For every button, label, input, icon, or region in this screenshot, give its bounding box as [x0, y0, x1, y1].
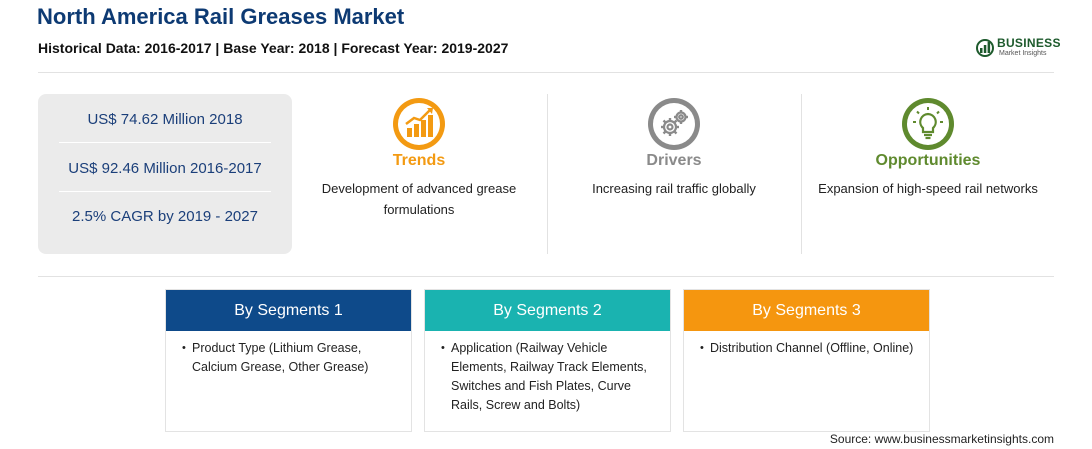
feature-opportunities: Opportunities Expansion of high-speed ra… [808, 96, 1048, 199]
gears-icon [646, 96, 702, 152]
stat-divider [59, 142, 271, 143]
segment-card-3: By Segments 3 Distribution Channel (Offl… [683, 289, 930, 432]
segment-heading: By Segments 1 [166, 290, 411, 331]
feature-trends: Trends Development of advanced grease fo… [299, 96, 539, 220]
logo-tagline: Market Insights [999, 50, 1047, 57]
column-divider [547, 94, 548, 254]
trend-chart-icon [391, 96, 447, 152]
segment-body: Application (Railway Vehicle Elements, R… [425, 331, 670, 415]
page-subtitle: Historical Data: 2016-2017 | Base Year: … [38, 40, 509, 56]
segment-card-2: By Segments 2 Application (Railway Vehic… [424, 289, 671, 432]
feature-title: Opportunities [875, 152, 981, 169]
column-divider [801, 94, 802, 254]
section-divider [38, 276, 1054, 277]
logo-name: BUSINESS [997, 36, 1061, 50]
feature-drivers: Drivers Increasing rail traffic globally [554, 96, 794, 199]
stat-cagr: 2.5% CAGR by 2019 - 2027 [72, 208, 258, 225]
segment-body: Distribution Channel (Offline, Online) [684, 331, 929, 358]
source-link[interactable]: Source: www.businessmarketinsights.com [829, 432, 1054, 446]
segment-item: Distribution Channel (Offline, Online) [700, 339, 915, 358]
feature-title: Trends [392, 152, 446, 169]
company-logo[interactable]: BUSINESS Market Insights [975, 34, 1065, 64]
logo-globe-icon [976, 39, 994, 57]
stat-market-size-historical: US$ 92.46 Million 2016-2017 [68, 160, 262, 177]
stat-divider [59, 191, 271, 192]
segment-item: Product Type (Lithium Grease, Calcium Gr… [182, 339, 397, 377]
feature-description: Expansion of high-speed rail networks [818, 181, 1038, 196]
lightbulb-icon [900, 96, 956, 152]
page-title: North America Rail Greases Market [37, 4, 405, 29]
segment-card-1: By Segments 1 Product Type (Lithium Grea… [165, 289, 412, 432]
feature-description: Development of advanced grease formulati… [321, 181, 517, 217]
segment-item: Application (Railway Vehicle Elements, R… [441, 339, 656, 415]
segment-body: Product Type (Lithium Grease, Calcium Gr… [166, 331, 411, 377]
segment-heading: By Segments 3 [684, 290, 929, 331]
feature-description: Increasing rail traffic globally [592, 181, 756, 196]
segment-heading: By Segments 2 [425, 290, 670, 331]
stat-market-size-2018: US$ 74.62 Million 2018 [87, 111, 243, 128]
header-divider [38, 72, 1054, 73]
market-stats-panel: US$ 74.62 Million 2018 US$ 92.46 Million… [38, 94, 292, 254]
feature-title: Drivers [646, 152, 702, 169]
